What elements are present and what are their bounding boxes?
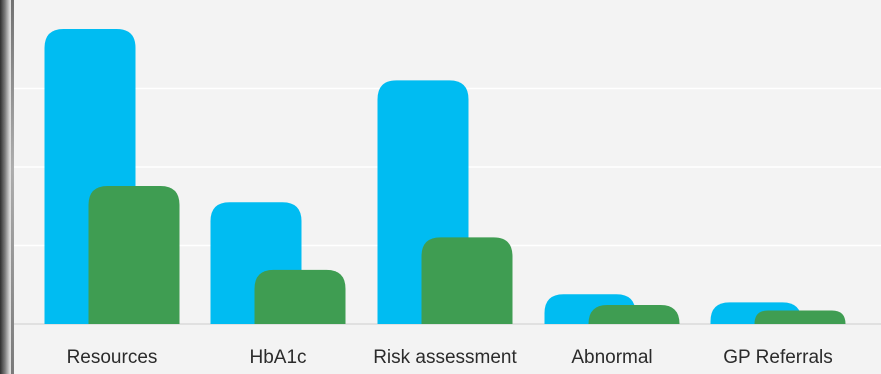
bar-series-2-abnormal — [588, 305, 680, 324]
x-tick-label-abnormal: Abnormal — [571, 347, 652, 368]
bar-series-2-gp-referrals — [754, 310, 846, 324]
bar-series-2-hba1c — [254, 269, 346, 324]
bar-series-2-resources — [88, 185, 180, 324]
bar-series-2-risk-assessment — [421, 237, 513, 324]
background-photo-edge — [0, 0, 14, 374]
x-tick-label-gp-referrals: GP Referrals — [723, 347, 832, 368]
bars — [44, 28, 846, 325]
x-tick-label-hba1c: HbA1c — [249, 347, 306, 368]
x-tick-label-resources: Resources — [67, 347, 158, 368]
x-tick-label-risk-assessment: Risk assessment — [373, 347, 517, 368]
x-axis-ticks: Resources HbA1c Risk assessment Abnormal GP … — [67, 347, 833, 368]
